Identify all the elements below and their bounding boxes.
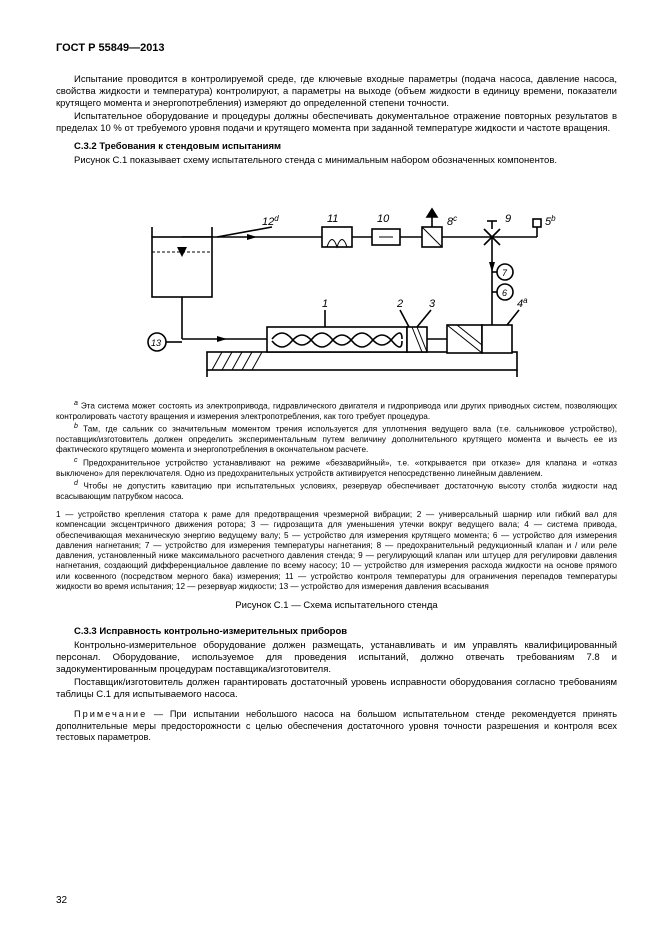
- svg-text:8c: 8c: [447, 213, 457, 228]
- note-block: Примечание — При испытании небольшого на…: [56, 709, 617, 744]
- svg-text:1: 1: [322, 298, 328, 310]
- section-c33-number: С.3.3: [74, 626, 97, 637]
- footnote-b: Там, где сальник со значительным моменто…: [56, 425, 617, 455]
- footnote-d: Чтобы не допустить кавитацию при испытат…: [56, 482, 617, 501]
- svg-text:13: 13: [151, 338, 161, 348]
- figure-legend: 1 — устройство крепления статора к раме …: [56, 510, 617, 592]
- svg-text:2: 2: [396, 298, 403, 310]
- figure-caption: Рисунок С.1 — Схема испытательного стенд…: [56, 600, 617, 612]
- svg-text:11: 11: [327, 213, 338, 225]
- footnote-c: Предохранительное устройство устанавлива…: [56, 458, 617, 477]
- paragraph-intro-2: Испытательное оборудование и процедуры д…: [56, 111, 617, 135]
- paragraph-c33-2: Поставщик/изготовитель должен гарантиров…: [56, 677, 617, 701]
- paragraph-intro-1: Испытание проводится в контролируемой ср…: [56, 74, 617, 110]
- section-c33-text: Исправность контрольно-измерительных при…: [99, 626, 347, 637]
- svg-text:12d: 12d: [262, 213, 279, 228]
- paragraph-c32: Рисунок С.1 показывает схему испытательн…: [56, 155, 617, 167]
- svg-text:3: 3: [429, 298, 436, 310]
- test-stand-diagram: 1 3 2 4a 6: [97, 177, 577, 392]
- paragraph-c33-1: Контрольно-измерительное оборудование до…: [56, 640, 617, 676]
- svg-text:4a: 4a: [517, 295, 528, 310]
- document-header: ГОСТ Р 55849—2013: [56, 42, 617, 56]
- section-c32-title: С.3.2 Требования к стендовым испытаниям: [56, 141, 617, 153]
- figure-c1: 1 3 2 4a 6: [56, 177, 617, 392]
- section-c33-title: С.3.3 Исправность контрольно-измерительн…: [56, 626, 617, 638]
- section-c32-text: Требования к стендовым испытаниям: [99, 141, 281, 152]
- section-c32-number: С.3.2: [74, 141, 97, 152]
- page-number: 32: [56, 895, 67, 908]
- svg-text:6: 6: [502, 288, 507, 298]
- svg-text:5b: 5b: [545, 213, 556, 228]
- figure-footnotes: a Эта система может состоять из электроп…: [56, 400, 617, 502]
- svg-text:10: 10: [377, 213, 390, 225]
- svg-text:9: 9: [505, 213, 511, 225]
- note-label: Примечание: [74, 709, 147, 719]
- footnote-a: Эта система может состоять из электропри…: [56, 402, 617, 421]
